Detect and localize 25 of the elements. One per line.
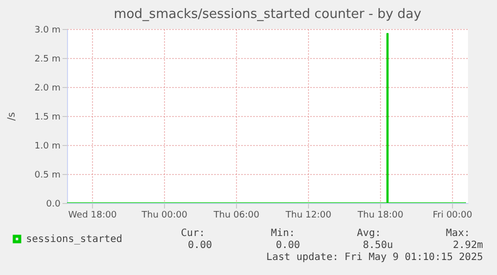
text: 2.92m	[452, 240, 483, 251]
x-tick-label: Thu 18:00	[356, 210, 404, 220]
y-tick-label: 0.5 m	[34, 170, 60, 180]
text: Cur:	[180, 228, 205, 239]
text: Max:	[446, 228, 470, 239]
text: 8.50u	[362, 240, 393, 251]
x-tick-label: Thu 06:00	[212, 210, 260, 220]
y-tick-label: 3.0 m	[34, 26, 60, 36]
chart-title: mod_smacks/sessions_started counter - by day	[114, 7, 422, 22]
text: 0.00	[188, 240, 212, 251]
x-tick-label: Thu 00:00	[140, 210, 188, 220]
text: Last update: Fri May 9 01:10:15 2025	[266, 252, 483, 263]
x-tick-label: Wed 18:00	[68, 210, 117, 220]
text: Min:	[270, 228, 295, 239]
y-tick-label: 1.5 m	[34, 112, 60, 122]
y-tick-label: 2.0 m	[34, 84, 60, 94]
legend-label: sessions_started	[26, 234, 122, 245]
text: 0.00	[276, 240, 300, 251]
y-tick-label: 1.0 m	[34, 142, 60, 152]
text: Avg:	[356, 228, 381, 239]
y-tick-label: 0.0	[46, 200, 61, 210]
x-tick-label: Thu 12:00	[284, 210, 332, 220]
x-tick-label: Fri 00:00	[432, 210, 473, 220]
y-axis-title: /s	[6, 112, 18, 121]
y-tick-label: 2.5 m	[34, 54, 60, 64]
